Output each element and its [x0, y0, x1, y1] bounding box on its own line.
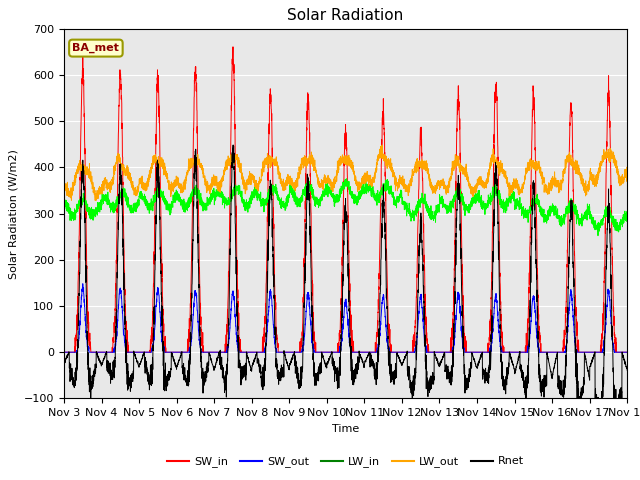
Rnet	[229, 142, 237, 148]
LW_out	[472, 181, 480, 187]
X-axis label: Time: Time	[332, 424, 359, 433]
SW_in	[441, 349, 449, 355]
LW_out	[623, 173, 631, 179]
SW_out	[623, 349, 630, 355]
LW_in	[343, 176, 351, 181]
Line: LW_out: LW_out	[64, 145, 627, 201]
Rnet	[441, 351, 449, 357]
Line: Rnet: Rnet	[64, 145, 627, 421]
SW_in	[60, 349, 68, 355]
LW_in	[623, 213, 631, 219]
Legend: SW_in, SW_out, LW_in, LW_out, Rnet: SW_in, SW_out, LW_in, LW_out, Rnet	[163, 452, 529, 472]
Y-axis label: Solar Radiation (W/m2): Solar Radiation (W/m2)	[8, 149, 19, 278]
LW_out	[378, 142, 386, 148]
Text: BA_met: BA_met	[72, 43, 119, 53]
Line: SW_out: SW_out	[64, 284, 627, 352]
SW_in	[623, 349, 631, 355]
LW_out	[441, 182, 449, 188]
Rnet	[504, 365, 512, 371]
LW_out	[161, 166, 169, 171]
LW_in	[594, 233, 602, 239]
LW_out	[325, 176, 333, 182]
LW_out	[504, 181, 512, 187]
SW_out	[623, 349, 631, 355]
Rnet	[161, 369, 169, 375]
SW_out	[60, 349, 68, 355]
LW_in	[472, 200, 480, 206]
SW_in	[472, 349, 480, 355]
LW_in	[324, 186, 332, 192]
Rnet	[472, 364, 480, 370]
LW_in	[161, 200, 169, 205]
SW_in	[623, 349, 630, 355]
LW_in	[623, 215, 630, 221]
Rnet	[325, 358, 333, 364]
Line: LW_in: LW_in	[64, 179, 627, 236]
SW_out	[79, 281, 86, 287]
SW_out	[325, 349, 333, 355]
LW_in	[441, 203, 449, 209]
LW_out	[92, 198, 99, 204]
SW_in	[325, 349, 333, 355]
SW_out	[504, 349, 512, 355]
SW_in	[161, 334, 169, 339]
SW_in	[229, 44, 237, 50]
Rnet	[623, 364, 630, 370]
Line: SW_in: SW_in	[64, 47, 627, 352]
SW_out	[161, 349, 169, 355]
Rnet	[623, 367, 631, 373]
SW_out	[441, 349, 449, 355]
Title: Solar Radiation: Solar Radiation	[287, 9, 404, 24]
SW_out	[472, 349, 480, 355]
LW_in	[60, 205, 68, 211]
Rnet	[611, 419, 619, 424]
LW_out	[623, 179, 630, 184]
LW_out	[60, 190, 68, 195]
LW_in	[504, 197, 512, 203]
SW_in	[504, 349, 512, 355]
Rnet	[60, 361, 68, 367]
